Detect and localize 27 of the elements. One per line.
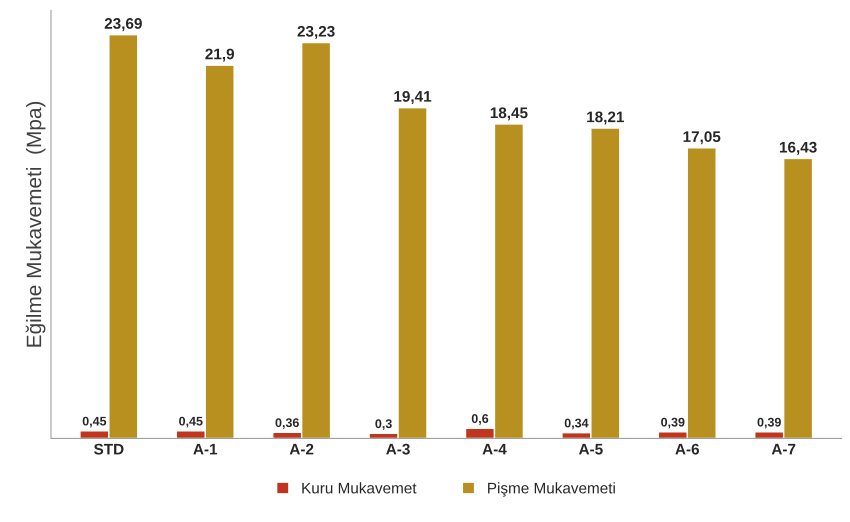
data-label: 0,6 [472,414,488,425]
data-label: 23,69 [104,18,142,32]
data-label: 23,23 [298,26,335,39]
legend-label: Kuru Mukavemet [302,482,416,494]
data-label: 0,45 [179,416,203,428]
legend-label: Pişme Mukavemeti [488,482,615,497]
data-label: 0,3 [375,419,392,430]
data-label: 0,39 [661,418,684,428]
x-tick-label: A-3 [386,444,410,455]
data-label: 0,39 [758,418,781,428]
data-label: 17,05 [684,131,720,144]
x-tick-label: A-6 [675,444,700,455]
data-label: 0,45 [82,416,106,428]
x-tick-label: A-1 [193,444,218,454]
x-tick-label: A-5 [578,444,603,455]
y-axis-title: Eğilme Mukavemeti (Mpa) [26,102,46,347]
data-label: 18,21 [587,111,624,124]
x-tick-label: A-4 [482,444,507,454]
data-label: 0,34 [564,418,588,430]
data-label: 0,36 [276,418,299,429]
x-tick-label: A-2 [290,444,314,454]
data-label: 16,43 [780,142,817,155]
x-tick-label: STD [94,444,124,455]
data-label: 21,9 [205,48,234,62]
data-label: 18,45 [490,107,528,120]
x-tick-label: A-7 [772,444,796,454]
data-label: 19,41 [394,91,432,104]
